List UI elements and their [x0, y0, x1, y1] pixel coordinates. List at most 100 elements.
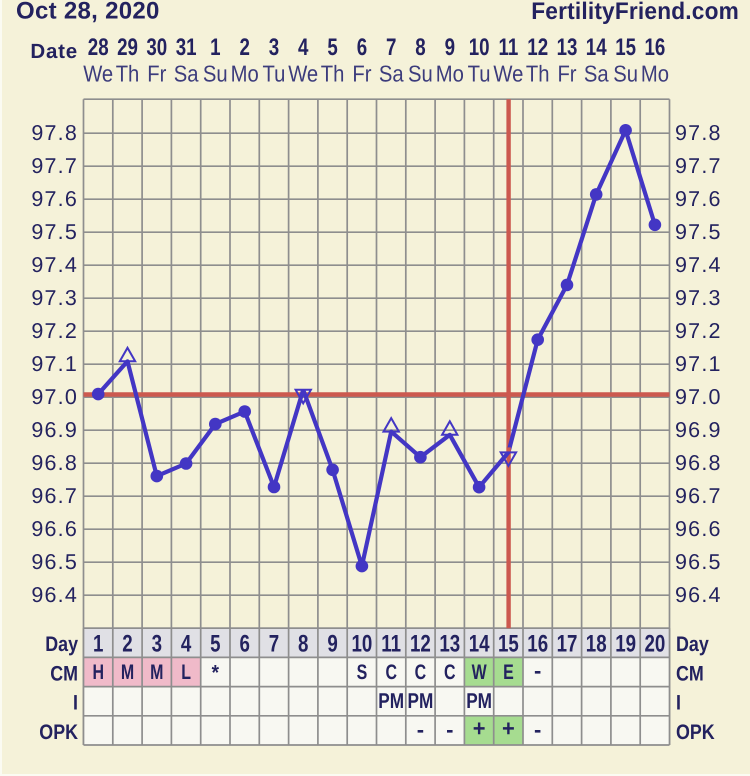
svg-text:96.5: 96.5	[675, 550, 722, 574]
svg-text:Sa: Sa	[174, 61, 199, 87]
svg-text:Su: Su	[203, 61, 228, 87]
svg-text:97.6: 97.6	[31, 187, 78, 211]
svg-text:97.3: 97.3	[31, 286, 78, 310]
svg-text:29: 29	[117, 34, 138, 61]
svg-text:Fr: Fr	[557, 61, 576, 87]
svg-text:96.5: 96.5	[31, 550, 78, 574]
svg-text:1: 1	[93, 631, 103, 658]
svg-text:97.8: 97.8	[31, 121, 78, 145]
svg-text:+: +	[473, 715, 486, 741]
svg-text:16: 16	[527, 631, 548, 658]
svg-text:96.4: 96.4	[675, 583, 722, 607]
svg-text:7: 7	[269, 631, 279, 658]
svg-text:C: C	[415, 661, 427, 684]
svg-text:1: 1	[210, 34, 220, 61]
svg-text:Date: Date	[30, 40, 78, 63]
svg-text:W: W	[472, 661, 487, 684]
svg-text:12: 12	[527, 34, 548, 61]
svg-text:96.9: 96.9	[675, 418, 722, 442]
svg-text:11: 11	[381, 631, 401, 658]
svg-text:97.1: 97.1	[675, 352, 722, 376]
svg-text:10: 10	[351, 631, 372, 658]
svg-text:We: We	[288, 61, 318, 87]
svg-text:Mo: Mo	[436, 61, 464, 87]
svg-text:96.9: 96.9	[31, 418, 78, 442]
svg-text:97.1: 97.1	[31, 352, 78, 376]
svg-text:8: 8	[415, 34, 425, 61]
svg-text:Mo: Mo	[231, 61, 259, 87]
svg-text:13: 13	[439, 631, 460, 658]
svg-text:FertilityFriend.com: FertilityFriend.com	[531, 0, 739, 25]
svg-text:10: 10	[469, 34, 490, 61]
svg-text:96.7: 96.7	[31, 484, 78, 508]
svg-text:Day: Day	[45, 633, 78, 656]
svg-text:Tu: Tu	[263, 61, 286, 87]
svg-text:CM: CM	[676, 662, 704, 685]
svg-text:9: 9	[445, 34, 455, 61]
svg-text:OPK: OPK	[39, 721, 78, 744]
svg-text:-: -	[446, 717, 453, 742]
svg-text:E: E	[503, 661, 514, 684]
svg-text:Su: Su	[613, 61, 638, 87]
svg-text:Fr: Fr	[352, 61, 371, 87]
svg-text:-: -	[534, 717, 541, 742]
svg-text:31: 31	[176, 34, 197, 61]
svg-text:9: 9	[327, 631, 337, 658]
svg-text:Sa: Sa	[379, 61, 404, 87]
svg-text:96.8: 96.8	[31, 451, 78, 475]
svg-text:S: S	[357, 661, 368, 684]
svg-text:6: 6	[357, 34, 367, 61]
svg-text:5: 5	[327, 34, 337, 61]
svg-text:97.5: 97.5	[675, 220, 722, 244]
svg-text:Th: Th	[526, 61, 550, 87]
svg-text:7: 7	[386, 34, 396, 61]
svg-text:8: 8	[298, 631, 308, 658]
svg-text:97.0: 97.0	[675, 385, 722, 409]
svg-text:Fr: Fr	[147, 61, 166, 87]
svg-text:Tu: Tu	[468, 61, 491, 87]
svg-text:2: 2	[122, 631, 132, 658]
svg-text:Su: Su	[408, 61, 433, 87]
svg-text:97.7: 97.7	[31, 154, 78, 178]
svg-text:19: 19	[615, 631, 636, 658]
svg-text:18: 18	[586, 631, 607, 658]
svg-text:96.6: 96.6	[31, 517, 78, 541]
svg-text:97.5: 97.5	[31, 220, 78, 244]
svg-text:17: 17	[557, 631, 578, 658]
svg-text:97.4: 97.4	[675, 253, 722, 277]
svg-text:PM: PM	[378, 689, 404, 713]
svg-text:14: 14	[469, 631, 490, 658]
svg-text:11: 11	[499, 34, 519, 61]
svg-text:*: *	[212, 662, 220, 685]
svg-text:PM: PM	[466, 689, 492, 713]
svg-text:20: 20	[644, 631, 665, 658]
svg-text:4: 4	[181, 631, 192, 658]
svg-text:96.6: 96.6	[675, 517, 722, 541]
svg-text:-: -	[534, 658, 541, 683]
svg-text:Mo: Mo	[641, 61, 669, 87]
svg-text:96.4: 96.4	[31, 583, 78, 607]
svg-text:We: We	[83, 61, 113, 87]
svg-text:96.7: 96.7	[675, 484, 722, 508]
svg-text:L: L	[181, 661, 191, 684]
svg-text:Th: Th	[321, 61, 345, 87]
svg-text:C: C	[444, 661, 456, 684]
svg-text:97.8: 97.8	[675, 121, 722, 145]
svg-text:C: C	[385, 661, 397, 684]
svg-text:15: 15	[615, 34, 636, 61]
svg-text:14: 14	[586, 34, 607, 61]
svg-text:97.0: 97.0	[31, 385, 78, 409]
svg-text:97.4: 97.4	[31, 253, 78, 277]
svg-text:97.7: 97.7	[675, 154, 722, 178]
svg-text:4: 4	[298, 34, 309, 61]
svg-text:96.8: 96.8	[675, 451, 722, 475]
svg-text:-: -	[417, 717, 424, 742]
svg-text:Th: Th	[116, 61, 140, 87]
svg-text:M: M	[121, 661, 134, 684]
svg-text:12: 12	[410, 631, 431, 658]
svg-text:I: I	[676, 692, 681, 715]
svg-text:We: We	[493, 61, 523, 87]
svg-text:6: 6	[239, 631, 249, 658]
svg-text:OPK: OPK	[676, 721, 715, 744]
svg-text:+: +	[502, 715, 515, 741]
